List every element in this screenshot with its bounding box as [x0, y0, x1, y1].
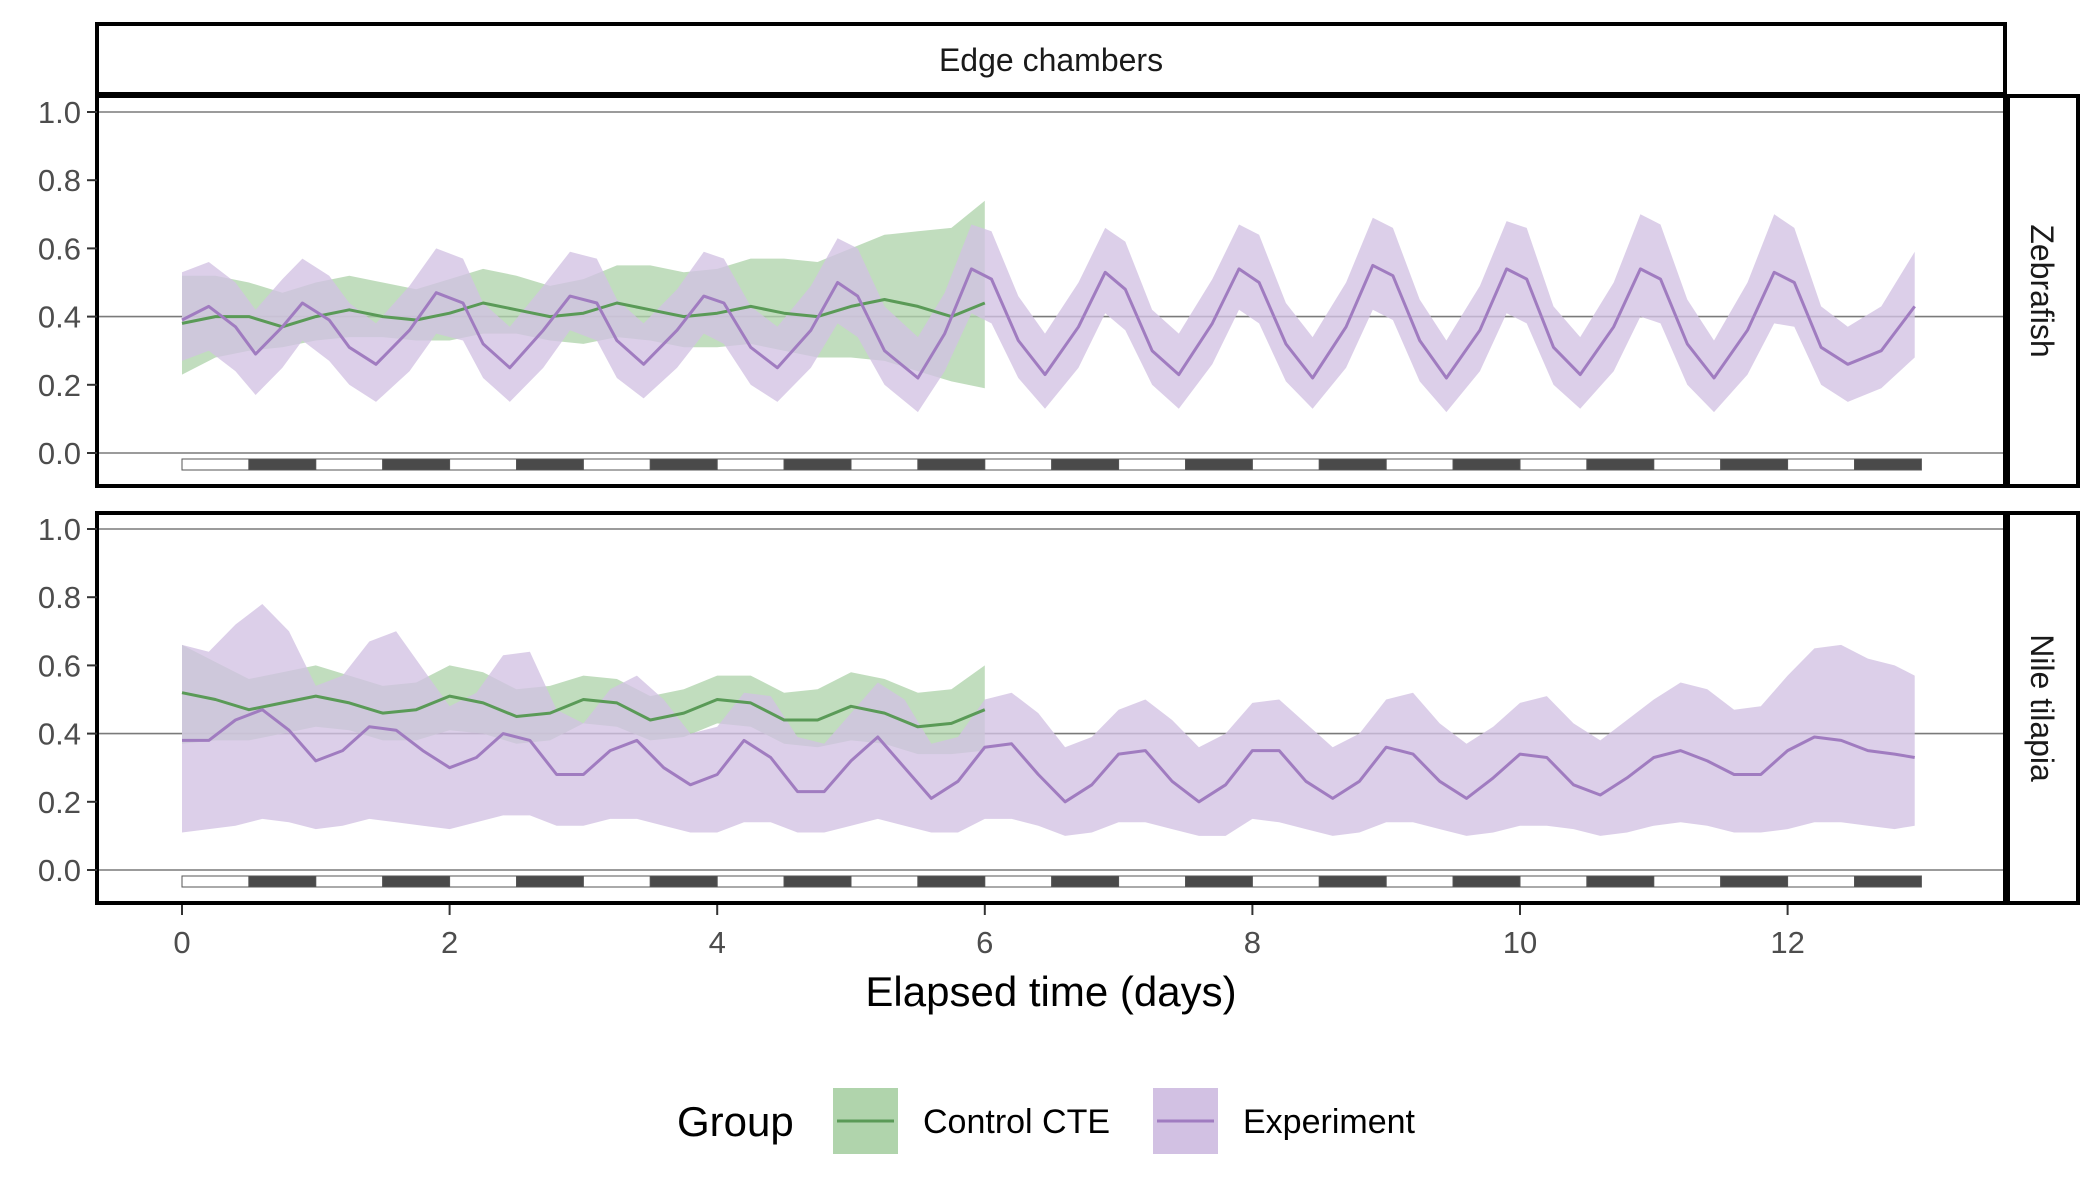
light-phase-segment — [582, 458, 651, 471]
dark-phase-segment — [1185, 458, 1253, 471]
line-experiment — [181, 263, 1916, 380]
dark-phase-segment — [516, 458, 584, 471]
legend: Group Control CTE Experiment — [677, 1088, 1416, 1154]
y-tick-label: 0.6 — [38, 648, 81, 683]
panel-border — [95, 511, 2007, 905]
light-phase-segment — [1118, 458, 1186, 471]
light-phase-segment — [315, 875, 384, 888]
y-tick-label: 0.8 — [38, 163, 81, 198]
light-phase-segment — [1385, 875, 1454, 888]
legend-label-experiment: Experiment — [1243, 1103, 1416, 1141]
y-tick-label: 0.8 — [38, 580, 81, 615]
dark-phase-segment — [917, 458, 986, 471]
dark-phase-segment — [1185, 875, 1253, 888]
panel-border — [95, 94, 2007, 488]
ribbon-experiment — [182, 604, 1915, 836]
y-tick-label: 0.0 — [38, 436, 81, 471]
light-phase-segment — [850, 875, 919, 888]
dark-phase-segment — [1854, 875, 1922, 888]
x-axis: 0 2 4 6 8 10 12 — [173, 905, 1805, 960]
dark-phase-segment — [1452, 875, 1521, 888]
facet-strip-nile-tilapia — [2006, 511, 2080, 905]
light-phase-segment — [315, 458, 384, 471]
dark-phase-segment — [1051, 458, 1120, 471]
facet-label-zebrafish: Zebrafish — [2024, 224, 2060, 357]
light-phase-segment — [850, 458, 919, 471]
dark-phase-segment — [1854, 458, 1922, 471]
light-phase-segment — [1519, 875, 1588, 888]
dark-phase-segment — [382, 458, 451, 471]
light-phase-segment — [1653, 875, 1722, 888]
x-tick-label: 0 — [173, 925, 190, 960]
ribbon-experiment — [182, 214, 1915, 413]
chart-title: Edge chambers — [939, 42, 1163, 78]
light-phase-segment — [1787, 458, 1855, 471]
line-control-cte — [181, 691, 986, 729]
dark-phase-segment — [1051, 875, 1120, 888]
dark-phase-segment — [649, 458, 718, 471]
x-tick-label: 2 — [441, 925, 458, 960]
y-tick-label: 0.4 — [38, 717, 81, 752]
light-phase-segment — [1519, 458, 1588, 471]
x-tick-label: 6 — [976, 925, 993, 960]
light-phase-segment — [1653, 458, 1722, 471]
y-tick-label: 0.2 — [38, 785, 81, 820]
legend-title: Group — [677, 1098, 794, 1145]
dark-phase-segment — [1720, 458, 1789, 471]
line-control-cte — [181, 298, 986, 329]
dark-phase-segment — [382, 875, 451, 888]
light-phase-segment — [1251, 458, 1320, 471]
light-phase-segment — [1118, 875, 1186, 888]
line-experiment — [182, 708, 1915, 804]
light-phase-segment — [716, 458, 785, 471]
light-phase-segment — [1385, 458, 1454, 471]
light-phase-segment — [984, 875, 1053, 888]
dark-phase-segment — [1452, 458, 1521, 471]
dark-phase-segment — [516, 875, 584, 888]
x-tick-label: 8 — [1244, 925, 1261, 960]
light-phase-segment — [1787, 875, 1855, 888]
light-phase-segment — [582, 875, 651, 888]
x-tick-label: 4 — [709, 925, 726, 960]
dark-phase-segment — [1586, 458, 1655, 471]
dark-phase-segment — [248, 875, 317, 888]
dark-phase-segment — [1586, 875, 1655, 888]
y-tick-label: 0.0 — [38, 853, 81, 888]
light-phase-segment — [449, 458, 518, 471]
light-phase-segment — [449, 875, 518, 888]
dark-phase-segment — [783, 875, 852, 888]
panel-zebrafish: Zebrafish 0.0 0.2 0.4 0.6 0.8 1.0 — [38, 94, 2080, 488]
legend-label-control-cte: Control CTE — [923, 1103, 1110, 1141]
y-tick-label: 0.6 — [38, 231, 81, 266]
y-tick-label: 1.0 — [38, 95, 81, 130]
x-tick-label: 10 — [1503, 925, 1537, 960]
light-phase-segment — [984, 458, 1053, 471]
dark-phase-segment — [1318, 458, 1387, 471]
dark-phase-segment — [248, 458, 317, 471]
facet-strip-zebrafish — [2006, 94, 2080, 488]
light-phase-segment — [181, 458, 250, 471]
light-phase-segment — [716, 875, 785, 888]
y-tick-label: 1.0 — [38, 512, 81, 547]
dark-phase-segment — [1318, 875, 1387, 888]
dark-phase-segment — [917, 875, 986, 888]
y-tick-label: 0.4 — [38, 300, 81, 335]
x-axis-title: Elapsed time (days) — [865, 968, 1236, 1015]
panel-nile-tilapia: Nile tilapia 0.0 0.2 0.4 0.6 0.8 1.0 — [38, 511, 2080, 905]
light-phase-segment — [1251, 875, 1320, 888]
dark-phase-segment — [783, 458, 852, 471]
y-tick-label: 0.2 — [38, 368, 81, 403]
x-tick-label: 12 — [1770, 925, 1804, 960]
facet-label-nile-tilapia: Nile tilapia — [2024, 634, 2060, 782]
facet-strip-top — [95, 22, 2007, 96]
dark-phase-segment — [1720, 875, 1789, 888]
light-phase-segment — [181, 875, 250, 888]
dark-phase-segment — [649, 875, 718, 888]
